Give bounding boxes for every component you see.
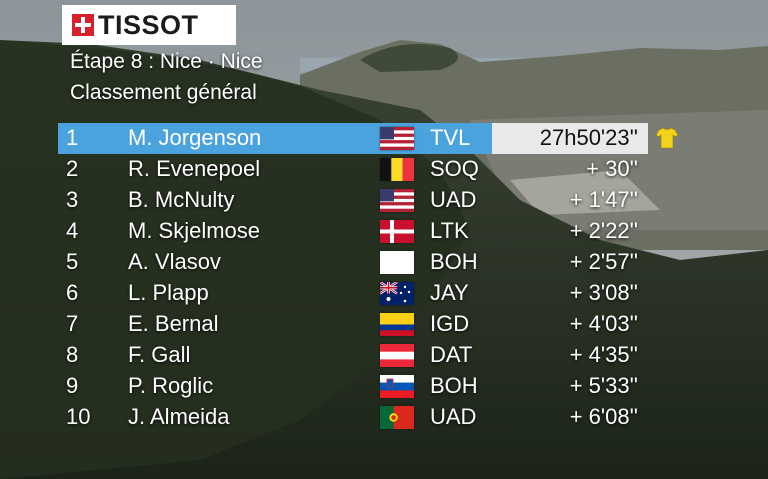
rider-time: + 2'22'' bbox=[569, 218, 638, 243]
team-code: JAY bbox=[430, 280, 469, 305]
rank: 8 bbox=[66, 342, 79, 367]
rider-name: B. McNulty bbox=[128, 187, 235, 212]
team-code: UAD bbox=[430, 187, 477, 212]
team-code: BOH bbox=[430, 373, 478, 398]
yellow-jersey-icon bbox=[655, 126, 679, 150]
team-code: IGD bbox=[430, 311, 470, 336]
rider-name: M. Jorgenson bbox=[128, 125, 262, 150]
austria-flag-icon bbox=[380, 344, 414, 367]
neutral-flag-icon bbox=[380, 251, 414, 274]
leader-time-box bbox=[492, 123, 648, 154]
rank: 9 bbox=[66, 373, 79, 398]
team-code: UAD bbox=[430, 404, 477, 429]
usa-flag-icon bbox=[380, 189, 414, 212]
colombia-flag-icon bbox=[380, 313, 414, 336]
rider-time: + 6'08'' bbox=[569, 404, 638, 429]
portugal-flag-icon bbox=[380, 406, 414, 429]
rider-name: R. Evenepoel bbox=[128, 156, 261, 181]
rider-name: M. Skjelmose bbox=[128, 218, 261, 243]
team-code: SOQ bbox=[430, 156, 479, 181]
australia-flag-icon bbox=[380, 282, 414, 305]
rider-time: + 3'08'' bbox=[569, 280, 638, 305]
standings-row: 5 A. Vlasov BOH + 2'57'' bbox=[0, 247, 768, 278]
standings-row: 1 M. Jorgenson TVL 27h50'23'' bbox=[0, 123, 768, 154]
standings-row: 2 R. Evenepoel SOQ + 30'' bbox=[0, 154, 768, 185]
rider-time: + 30'' bbox=[586, 156, 638, 181]
standings-row: 4 M. Skjelmose LTK + 2'22'' bbox=[0, 216, 768, 247]
rider-time: + 2'57'' bbox=[569, 249, 638, 274]
team-code: BOH bbox=[430, 249, 478, 274]
rank: 7 bbox=[66, 311, 79, 336]
team-code: LTK bbox=[430, 218, 469, 243]
rank: 10 bbox=[66, 404, 91, 429]
stage-title: Étape 8 : Nice · Nice bbox=[70, 50, 263, 73]
tissot-logo: TISSOT bbox=[62, 5, 236, 45]
rider-name: J. Almeida bbox=[128, 404, 230, 429]
logo-wordmark: TISSOT bbox=[98, 9, 199, 40]
leader-highlight-bar bbox=[58, 123, 492, 154]
classification-title: Classement général bbox=[70, 81, 257, 104]
standings-row: 7 E. Bernal IGD + 4'03'' bbox=[0, 309, 768, 340]
rider-name: A. Vlasov bbox=[128, 249, 221, 274]
team-code: DAT bbox=[430, 342, 473, 367]
denmark-flag-icon bbox=[380, 220, 414, 243]
standings-row: 6 L. Plapp JAY + 3'08'' bbox=[0, 278, 768, 309]
rider-time: + 4'03'' bbox=[569, 311, 638, 336]
rank: 1 bbox=[66, 125, 79, 150]
standings-row: 10 J. Almeida UAD + 6'08'' bbox=[0, 402, 768, 433]
rank: 3 bbox=[66, 187, 79, 212]
rank: 6 bbox=[66, 280, 79, 305]
standings-row: 8 F. Gall DAT + 4'35'' bbox=[0, 340, 768, 371]
rider-time: 27h50'23'' bbox=[539, 125, 638, 150]
slovenia-flag-icon bbox=[380, 375, 414, 398]
standings-row: 9 P. Roglic BOH + 5'33'' bbox=[0, 371, 768, 402]
rank: 5 bbox=[66, 249, 79, 274]
rider-name: F. Gall bbox=[128, 342, 191, 367]
rider-time: + 5'33'' bbox=[569, 373, 638, 398]
rank: 4 bbox=[66, 218, 79, 243]
rider-time: + 1'47'' bbox=[569, 187, 638, 212]
belgium-flag-icon bbox=[380, 158, 414, 181]
usa-flag-icon bbox=[380, 127, 414, 150]
rider-time: + 4'35'' bbox=[569, 342, 638, 367]
swiss-cross-icon bbox=[72, 14, 94, 36]
standings-row: 3 B. McNulty UAD + 1'47'' bbox=[0, 185, 768, 216]
rider-name: L. Plapp bbox=[128, 280, 209, 305]
rider-name: P. Roglic bbox=[128, 373, 214, 398]
rank: 2 bbox=[66, 156, 79, 181]
standings-table: 1 M. Jorgenson TVL 27h50'23'' 2 R. Evene… bbox=[0, 123, 768, 433]
rider-name: E. Bernal bbox=[128, 311, 219, 336]
team-code: TVL bbox=[430, 125, 471, 150]
